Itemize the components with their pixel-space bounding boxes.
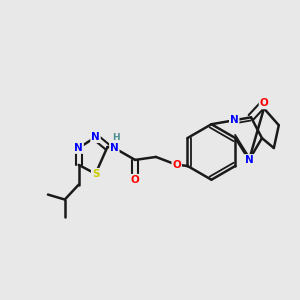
Text: O: O	[172, 160, 181, 170]
Text: S: S	[92, 169, 99, 179]
Text: N: N	[91, 132, 100, 142]
Text: O: O	[260, 98, 268, 108]
Text: H: H	[112, 133, 120, 142]
Text: O: O	[131, 175, 140, 185]
Text: N: N	[230, 115, 239, 125]
Text: N: N	[110, 143, 119, 153]
Text: N: N	[245, 155, 254, 165]
Text: N: N	[74, 143, 83, 153]
